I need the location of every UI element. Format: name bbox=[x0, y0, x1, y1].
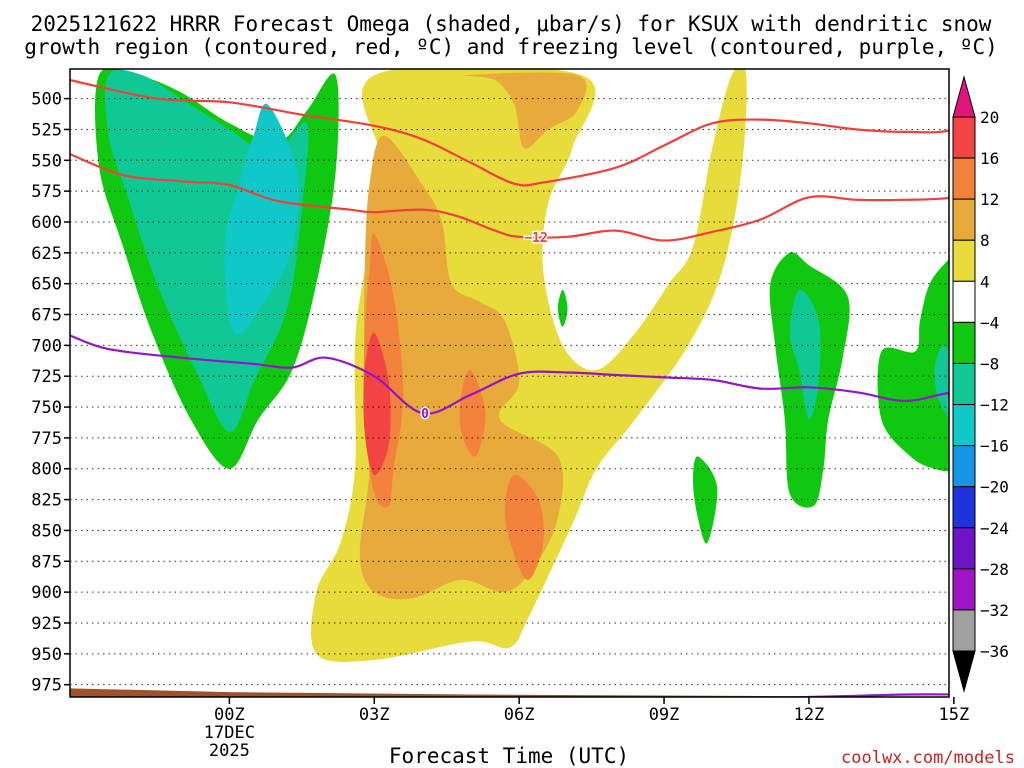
x-year-label: 2025 bbox=[209, 741, 250, 761]
x-axis-label: Forecast Time (UTC) bbox=[389, 744, 629, 768]
y-tick-label-675: 675 bbox=[31, 306, 62, 326]
x-tick-label-00Z: 00Z bbox=[214, 705, 245, 725]
colorbar-label-4: 4 bbox=[980, 272, 990, 291]
colorbar-label-7: −12 bbox=[980, 396, 1009, 415]
y-tick-label-925: 925 bbox=[31, 614, 62, 634]
y-tick-label-600: 600 bbox=[31, 213, 62, 233]
colorbar-label-1: 16 bbox=[980, 149, 999, 168]
pressure-gridlines bbox=[70, 98, 949, 686]
omega-region-15-value-neg8 bbox=[557, 289, 568, 327]
omega-region-14-value-neg8 bbox=[693, 456, 718, 544]
colorbar-swatch-1 bbox=[952, 157, 976, 200]
x-tick-label-03Z: 03Z bbox=[359, 705, 390, 725]
colorbar-top-arrow bbox=[952, 75, 976, 118]
y-tick-label-500: 500 bbox=[31, 90, 62, 110]
dgz-contour-upper bbox=[70, 79, 949, 187]
y-tick-label-725: 725 bbox=[31, 367, 62, 387]
y-tick-label-900: 900 bbox=[31, 583, 62, 603]
colorbar-swatch-9 bbox=[952, 486, 976, 529]
freezing-level-contour bbox=[70, 334, 949, 415]
colorbar-label-11: −28 bbox=[980, 560, 1009, 579]
plot-area: −12 0 bbox=[69, 68, 950, 698]
y-tick-label-550: 550 bbox=[31, 151, 62, 171]
y-tick-label-650: 650 bbox=[31, 275, 62, 295]
omega-region-9-value-16 bbox=[363, 332, 391, 476]
y-tick-label-525: 525 bbox=[31, 120, 62, 140]
colorbar-label-8: −16 bbox=[980, 437, 1009, 456]
y-tick-label-625: 625 bbox=[31, 244, 62, 264]
omega-region-12-value-neg8 bbox=[877, 69, 949, 472]
colorbar-swatch-8 bbox=[952, 445, 976, 488]
y-tick-label-975: 975 bbox=[31, 676, 62, 696]
colorbar-swatch-2 bbox=[952, 198, 976, 241]
x-tick-label-15Z: 15Z bbox=[938, 705, 969, 725]
credit-text: coolwx.com/models bbox=[841, 748, 1015, 768]
x-tick-label-09Z: 09Z bbox=[649, 705, 680, 725]
x-tick-label-12Z: 12Z bbox=[794, 705, 825, 725]
colorbar-label-2: 12 bbox=[980, 190, 999, 209]
colorbar-swatch-11 bbox=[952, 568, 976, 611]
terrain-layer bbox=[70, 688, 949, 697]
y-tick-label-825: 825 bbox=[31, 491, 62, 511]
colorbar-swatch-12 bbox=[952, 609, 976, 652]
colorbar-swatch-6 bbox=[952, 362, 976, 406]
colorbar-label-6: −8 bbox=[980, 354, 999, 373]
contour-lines: −12 0 bbox=[70, 79, 949, 697]
colorbar-label-9: −20 bbox=[980, 478, 1009, 497]
colorbar-label-10: −24 bbox=[980, 519, 1009, 538]
colorbar: 20 16 12 8 4 −4 −8 −12 −16 −20 −24 −28 −32 −36 bbox=[952, 75, 1009, 693]
y-tick-label-850: 850 bbox=[31, 521, 62, 541]
colorbar-swatch-0 bbox=[952, 116, 976, 159]
x-tick-label-06Z: 06Z bbox=[504, 705, 535, 725]
y-tick-label-800: 800 bbox=[31, 460, 62, 480]
y-tick-label-575: 575 bbox=[31, 182, 62, 202]
dgz-contour-label: −12 bbox=[524, 231, 547, 246]
colorbar-swatch-7 bbox=[952, 404, 976, 447]
colorbar-bottom-arrow bbox=[952, 650, 976, 693]
colorbar-swatch-4 bbox=[952, 280, 976, 323]
y-axis: 500 525 550 575 600 625 650 675 700 725 750 775 800 8… bbox=[31, 90, 70, 696]
colorbar-swatch-3 bbox=[952, 239, 976, 282]
omega-region-8-value-12 bbox=[504, 474, 544, 580]
chart-title-line2: growth region (contoured, red, ºC) and f… bbox=[24, 35, 998, 59]
y-tick-label-750: 750 bbox=[31, 398, 62, 418]
y-tick-label-775: 775 bbox=[31, 429, 62, 449]
y-tick-label-950: 950 bbox=[31, 645, 62, 665]
omega-region-2-value-neg16 bbox=[224, 103, 299, 335]
terrain-surface bbox=[70, 688, 949, 697]
colorbar-label-3: 8 bbox=[980, 231, 990, 250]
omega-region-13-value-neg12 bbox=[934, 345, 949, 418]
chart-title-line1: 2025121622 HRRR Forecast Omega (shaded, … bbox=[31, 12, 992, 36]
y-tick-label-875: 875 bbox=[31, 552, 62, 572]
freezing-contour-label: 0 bbox=[421, 407, 429, 422]
colorbar-label-12: −32 bbox=[980, 601, 1009, 620]
surface-freezing-contour bbox=[773, 693, 949, 697]
colorbar-swatch-10 bbox=[952, 527, 976, 570]
colorbar-label-5: −4 bbox=[980, 313, 999, 332]
dgz-contour-lower bbox=[70, 153, 949, 242]
x-date-label: 17DEC bbox=[204, 723, 255, 743]
plot-frame bbox=[69, 68, 950, 698]
colorbar-label-13: −36 bbox=[980, 642, 1009, 661]
omega-region-5-value-8 bbox=[462, 72, 587, 149]
colorbar-swatch-5 bbox=[952, 321, 976, 364]
y-tick-label-700: 700 bbox=[31, 336, 62, 356]
colorbar-label-0: 20 bbox=[980, 108, 999, 127]
